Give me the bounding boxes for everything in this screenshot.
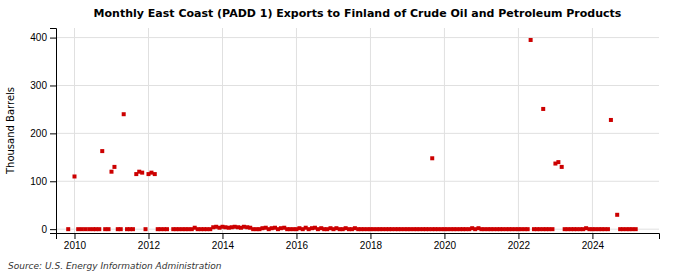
grid-line	[56, 85, 659, 86]
tick-mark	[518, 233, 519, 239]
tick-mark	[50, 229, 56, 230]
point	[84, 227, 88, 231]
point	[153, 172, 157, 176]
tick-label: 100	[30, 176, 47, 187]
tick-label: 2024	[582, 240, 605, 251]
grid-line	[592, 28, 593, 233]
point	[560, 165, 564, 169]
tick-mark	[50, 85, 56, 86]
tick-label: 2022	[508, 240, 531, 251]
grid-line	[74, 28, 75, 233]
tick-label: 2014	[212, 240, 235, 251]
tick-mark	[50, 38, 56, 39]
tick-mark	[148, 233, 149, 239]
axis-line	[50, 29, 57, 234]
grid-line	[518, 28, 519, 233]
point	[165, 227, 169, 231]
point	[87, 227, 91, 231]
grid-line	[296, 28, 297, 233]
tick: 2016	[286, 233, 309, 251]
grid-line	[370, 28, 371, 233]
grid	[56, 28, 659, 233]
point	[80, 227, 84, 231]
point	[131, 227, 135, 231]
tick-mark	[444, 233, 445, 239]
point	[529, 38, 533, 42]
point	[122, 112, 126, 116]
point	[144, 227, 148, 231]
tick-label: 2018	[360, 240, 383, 251]
tick: 2024	[582, 233, 605, 251]
point	[609, 118, 613, 122]
title: Monthly East Coast (PADD 1) Exports to F…	[94, 7, 622, 20]
point	[112, 165, 116, 169]
x-axis: 2010 2012 2014 2016 2018 2020 2022 2024	[57, 233, 660, 251]
axis-line	[57, 234, 660, 240]
tick-label: 2020	[434, 240, 457, 251]
point	[140, 171, 144, 175]
point	[107, 227, 111, 231]
grid-line	[148, 28, 149, 233]
grid-line	[56, 133, 659, 134]
tick: 2022	[508, 233, 531, 251]
tick: 2010	[64, 233, 87, 251]
tick: 100	[30, 176, 56, 187]
tick: 2014	[212, 233, 235, 251]
tick: 200	[30, 128, 56, 139]
tick-mark	[50, 133, 56, 134]
point	[72, 174, 76, 178]
grid-line	[56, 181, 659, 182]
chart: 2010 2012 2014 2016 2018 2020 2022 2024 0 100 200 3…	[0, 0, 675, 275]
point	[66, 227, 70, 231]
point	[100, 149, 104, 153]
tick-label: 2012	[138, 240, 161, 251]
grid-line	[56, 37, 659, 38]
point	[634, 227, 638, 231]
point	[97, 227, 101, 231]
tick: 2012	[138, 233, 161, 251]
points	[66, 38, 637, 231]
tick-mark	[222, 233, 223, 239]
point	[430, 156, 434, 160]
y-axis-label: Thousand Barrels	[5, 87, 16, 175]
tick-label: 400	[30, 32, 47, 43]
point	[76, 227, 80, 231]
tick-mark	[296, 233, 297, 239]
point	[615, 213, 619, 217]
point	[606, 227, 610, 231]
tick-label: 2016	[286, 240, 309, 251]
tick-mark	[50, 181, 56, 182]
point	[526, 227, 530, 231]
point	[119, 227, 123, 231]
tick: 0	[41, 224, 56, 235]
grid-line	[222, 28, 223, 233]
point	[550, 227, 554, 231]
point	[541, 107, 545, 111]
point	[109, 170, 113, 174]
tick-label: 200	[30, 128, 47, 139]
tick-mark	[370, 233, 371, 239]
source-note: Source: U.S. Energy Information Administ…	[8, 261, 222, 271]
tick: 2020	[434, 233, 457, 251]
grid-line	[444, 28, 445, 233]
tick-label: 300	[30, 80, 47, 91]
tick: 300	[30, 80, 56, 91]
tick: 400	[30, 32, 56, 43]
tick-mark	[592, 233, 593, 239]
tick-label: 0	[41, 224, 47, 235]
tick-mark	[74, 233, 75, 239]
tick-label: 2010	[64, 240, 87, 251]
tick: 2018	[360, 233, 383, 251]
point	[556, 160, 560, 164]
y-axis: 0 100 200 300 400	[30, 29, 56, 235]
